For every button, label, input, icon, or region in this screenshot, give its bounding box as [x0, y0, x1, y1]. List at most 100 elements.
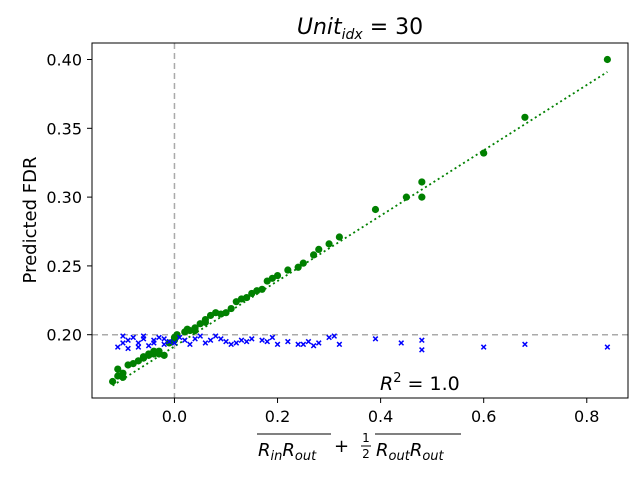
data-point: [187, 341, 193, 348]
data-point: [305, 338, 312, 345]
data-point: [228, 341, 234, 348]
data-point: [218, 336, 224, 342]
data-point: [192, 336, 198, 342]
data-point: [264, 338, 271, 345]
data-point: [274, 341, 281, 348]
x-tick-label: 0.6: [471, 407, 496, 426]
data-point: [315, 245, 323, 253]
x-label-plus: +: [334, 436, 349, 457]
data-point: [114, 344, 121, 350]
data-point: [222, 309, 230, 317]
data-point: [300, 341, 307, 348]
y-tick-label: 0.20: [46, 326, 82, 345]
data-point: [130, 334, 137, 341]
x-label-term-1: RinRout: [258, 440, 317, 464]
data-point: [156, 334, 162, 341]
data-point: [109, 377, 117, 386]
series-0: [109, 55, 611, 386]
data-point: [604, 344, 611, 350]
data-point: [140, 333, 147, 339]
x-label-half-denominator: 2: [362, 447, 370, 461]
data-point: [418, 193, 426, 201]
data-point: [119, 369, 127, 377]
x-label-half-numerator: 1: [362, 431, 370, 445]
data-point: [191, 326, 199, 335]
data-point: [135, 344, 142, 350]
data-point: [120, 340, 126, 346]
data-point: [197, 333, 204, 339]
data-point: [145, 342, 152, 349]
y-tick-label: 0.35: [46, 119, 82, 138]
plot-area: [92, 43, 628, 398]
x-tick-label: 0.4: [368, 407, 393, 426]
data-point: [125, 337, 131, 344]
x-label-term-2: RoutRout: [376, 440, 445, 464]
data-point: [202, 340, 209, 346]
data-point: [151, 340, 157, 346]
data-point: [326, 334, 332, 341]
y-axis: 0.20 0.25 0.30 0.35 0.40: [46, 51, 92, 345]
y-tick-label: 0.25: [46, 257, 82, 276]
data-point: [284, 266, 292, 274]
data-point: [125, 345, 131, 352]
data-point: [233, 340, 240, 346]
data-point: [181, 337, 188, 344]
data-point: [419, 347, 425, 353]
r-squared-annotation: R2 = 1.0: [380, 371, 460, 395]
data-point: [248, 336, 255, 342]
data-point: [269, 334, 276, 341]
data-point: [418, 178, 426, 186]
data-point: [315, 340, 322, 346]
data-point: [294, 263, 302, 271]
data-point: [238, 337, 245, 344]
data-point: [201, 318, 209, 326]
data-point: [372, 336, 379, 342]
data-point: [227, 304, 235, 313]
y-tick-label: 0.30: [46, 188, 82, 207]
data-point: [371, 205, 380, 214]
chart-title: Unitidx = 30: [297, 15, 423, 43]
data-point: [114, 365, 122, 373]
data-point: [135, 340, 142, 346]
data-point: [212, 333, 219, 339]
data-point: [336, 341, 343, 348]
x-tick-label: 0.8: [574, 407, 599, 426]
x-tick-label: 0.0: [162, 407, 187, 426]
data-point: [207, 337, 214, 344]
y-tick-label: 0.40: [46, 51, 82, 70]
data-point: [161, 336, 167, 342]
data-point: [120, 333, 126, 339]
data-point: [258, 285, 266, 293]
data-point: [299, 259, 307, 267]
data-point: [243, 293, 251, 302]
data-point: [259, 337, 265, 344]
data-point: [325, 240, 333, 248]
data-point: [480, 149, 488, 157]
data-point: [402, 193, 410, 201]
data-point: [603, 55, 611, 64]
data-point: [243, 338, 250, 345]
data-point: [160, 351, 168, 359]
x-tick-label: 0.2: [265, 407, 290, 426]
data-point: [161, 341, 167, 348]
data-point: [331, 333, 338, 339]
data-point: [273, 271, 282, 280]
data-point: [176, 334, 183, 341]
series-1: [114, 333, 611, 353]
data-point: [398, 340, 405, 346]
x-axis: 0.0 0.2 0.4 0.6 0.8: [162, 398, 599, 426]
data-point: [521, 113, 529, 121]
y-axis-label: Predicted FDR: [20, 157, 41, 284]
data-point: [171, 340, 178, 346]
x-axis-label: RinRout + 1 2 RoutRout: [257, 431, 461, 464]
data-point: [522, 341, 528, 348]
data-point: [310, 342, 317, 349]
data-point: [310, 251, 318, 259]
data-point: [419, 337, 425, 344]
data-point: [335, 233, 343, 241]
data-point: [223, 338, 229, 345]
data-point: [295, 341, 301, 348]
axes-frame: [91, 42, 629, 399]
